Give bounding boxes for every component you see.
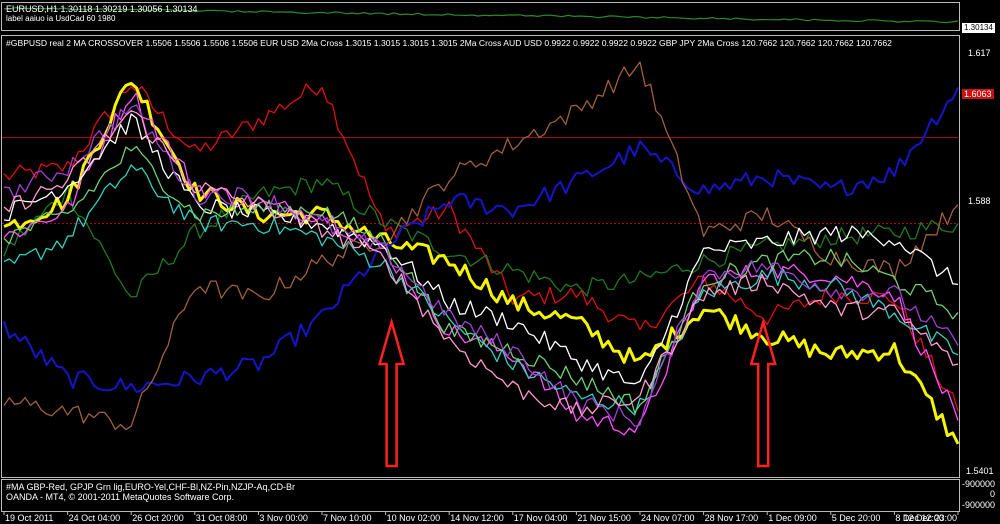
bottom-label-mid: 0 (990, 489, 996, 499)
price-label-1588: 1.588 (968, 196, 991, 206)
series-line-gbp (3, 83, 959, 412)
x-tick-label: 3 Nov 00:00 (259, 513, 308, 523)
x-axis-ticks: 19 Oct 2011 24 Oct 04:00 26 Oct 20:00 31 Oc… (3, 511, 959, 523)
top-panel-frame (1, 2, 960, 31)
series-line-lightgreen (3, 145, 959, 414)
price-label-1540: 1.5401 (966, 466, 994, 476)
x-tick-label: 8 Dec 12:00 (895, 513, 944, 523)
series-line-cd (3, 61, 959, 431)
series-line-nz (3, 92, 959, 436)
main-panel-frame (1, 35, 960, 478)
x-tick-label: 21 Nov 15:00 (577, 513, 631, 523)
bottom-label-bottom: -900000 (962, 500, 996, 510)
price-label-1606: 1.6063 (962, 89, 994, 99)
series-line-white (3, 113, 959, 385)
annotation-arrow-1 (377, 317, 406, 468)
x-tick-label: 1 Dec 09:00 (768, 513, 817, 523)
bottom-panel-line2: OANDA - MT4, © 2001-2011 MetaQuotes Soft… (6, 492, 235, 502)
x-tick-label: 24 Nov 07:00 (641, 513, 695, 523)
x-tick-label: 7 Nov 10:00 (323, 513, 372, 523)
x-tick-label: 10 Nov 02:00 (387, 513, 441, 523)
top-panel-title: EURUSD,H1 1.30118 1.30219 1.30056 1.3013… (6, 4, 198, 14)
top-panel-series (3, 6, 959, 24)
main-panel-header: #GBPUSD real 2 MA CROSSOVER 1.5506 1.550… (6, 38, 892, 48)
series-lines (3, 61, 960, 445)
top-panel-subtitle: label aaiuo ia UsdCad 60 1980 (6, 14, 116, 23)
series-line-purple (3, 104, 959, 427)
series-line-pink (3, 110, 959, 416)
bottom-panel-frame (1, 479, 960, 512)
price-label-1617: 1.617 (968, 48, 991, 58)
horizontal-lines (2, 137, 958, 224)
x-tick-label: 24 Oct 04:00 (69, 513, 121, 523)
x-tick-label: 12 Dec 23:00 (903, 513, 957, 523)
bottom-label-top: -900000 (962, 479, 996, 489)
x-tick-label: 26 Oct 20:00 (132, 513, 184, 523)
top-price-label: 1.30134 (962, 23, 995, 33)
series-line-chf (3, 87, 959, 393)
top-panel-line (3, 6, 959, 24)
series-line-gpjp (3, 177, 959, 298)
x-tick-label: 5 Dec 20:00 (832, 513, 881, 523)
x-tick-label: 17 Nov 04:00 (514, 513, 568, 523)
bottom-panel-line1: #MA GBP-Red, GPJP Grn lig,EURO-Yel,CHF-B… (6, 482, 296, 492)
x-tick-label: 28 Nov 17:00 (705, 513, 759, 523)
annotation-arrow-2 (749, 317, 777, 468)
x-tick-label: 31 Oct 08:00 (196, 513, 248, 523)
series-line-nzjp (3, 164, 959, 416)
x-tick-label: 19 Oct 2011 (5, 513, 53, 523)
x-tick-label: 14 Nov 12:00 (450, 513, 504, 523)
annotation-arrows (377, 317, 777, 468)
